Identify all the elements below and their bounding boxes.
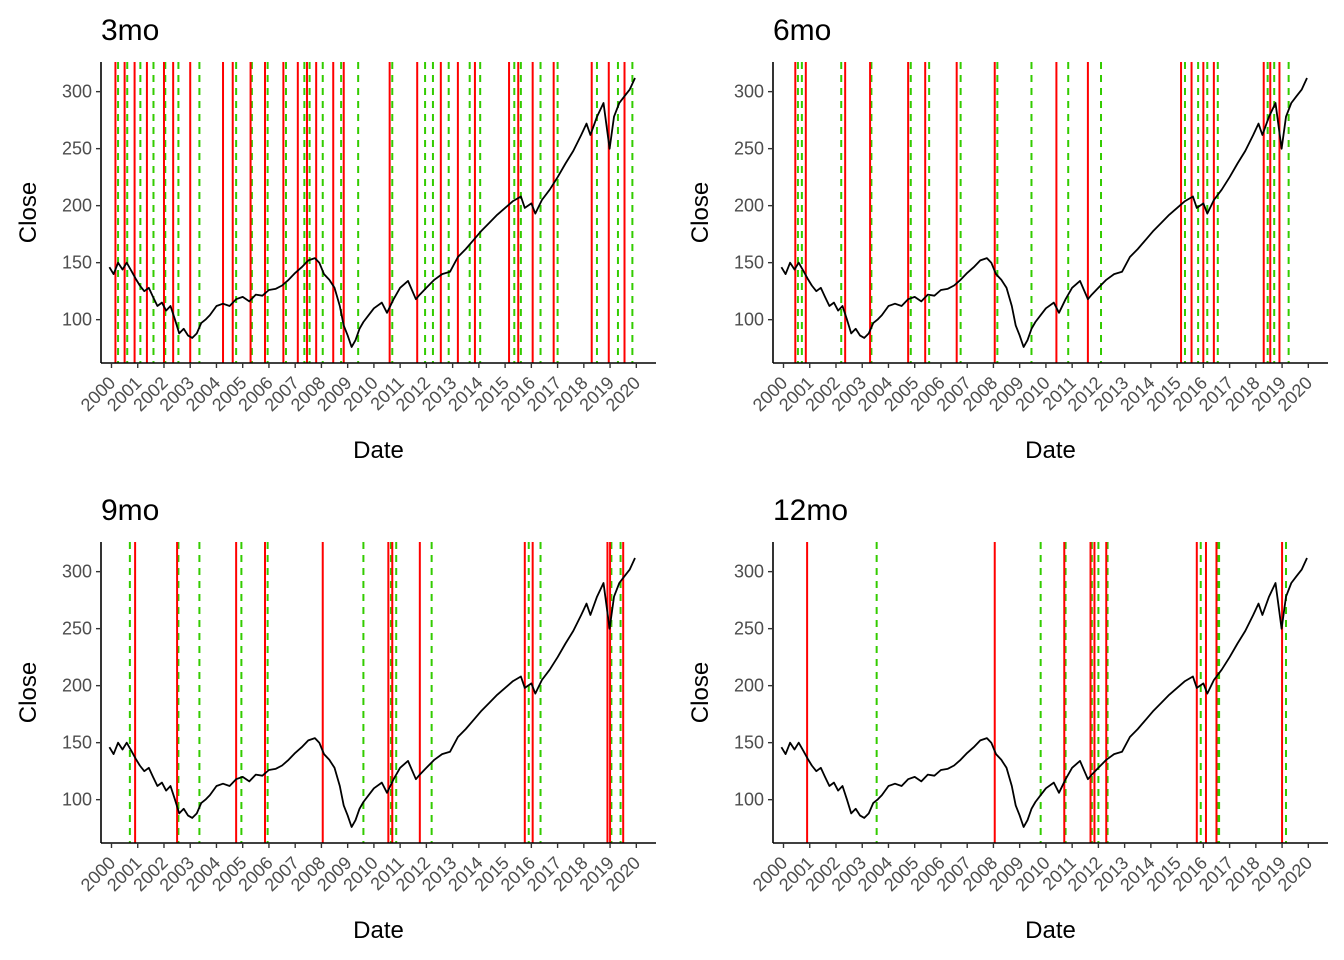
- y-tick-label: 200: [734, 676, 764, 696]
- y-tick-label: 200: [62, 196, 92, 216]
- panel-title: 12mo: [773, 494, 848, 527]
- red-solid-lines: [794, 62, 1281, 363]
- y-tick-label: 150: [62, 253, 92, 273]
- y-tick-label: 250: [62, 619, 92, 639]
- x-axis-title: Date: [1025, 437, 1076, 464]
- y-tick-label: 100: [734, 310, 764, 330]
- y-tick-label: 250: [734, 139, 764, 159]
- green-dashed-lines: [875, 542, 1288, 843]
- y-tick-label: 150: [734, 253, 764, 273]
- panel-title: 6mo: [773, 14, 831, 47]
- y-tick-label: 200: [62, 676, 92, 696]
- y-axis-title: Close: [687, 182, 714, 243]
- close-price-line: [780, 557, 1308, 828]
- green-dashed-lines: [128, 542, 622, 843]
- y-tick-label: 150: [62, 733, 92, 753]
- x-axis-title: Date: [1025, 917, 1076, 944]
- y-tick-label: 300: [734, 82, 764, 102]
- chart-panel-9mo: 9mo1001502002503002000200120022003200420…: [15, 494, 656, 944]
- y-tick-label: 100: [62, 310, 92, 330]
- red-solid-lines: [134, 542, 625, 843]
- y-axis-title: Close: [15, 182, 42, 243]
- y-axis-title: Close: [687, 662, 714, 723]
- y-tick-label: 300: [734, 562, 764, 582]
- x-axis-title: Date: [353, 437, 404, 464]
- y-tick-label: 250: [734, 619, 764, 639]
- y-tick-label: 150: [734, 733, 764, 753]
- close-price-line: [108, 557, 636, 828]
- panel-title: 9mo: [101, 494, 159, 527]
- close-price-line: [108, 77, 636, 348]
- green-dashed-lines: [796, 62, 1290, 363]
- green-dashed-lines: [117, 62, 634, 363]
- y-tick-label: 100: [62, 790, 92, 810]
- y-tick-label: 100: [734, 790, 764, 810]
- x-axis-title: Date: [353, 917, 404, 944]
- red-solid-lines: [806, 542, 1284, 843]
- y-tick-label: 300: [62, 82, 92, 102]
- y-axis-title: Close: [15, 662, 42, 723]
- y-tick-label: 200: [734, 196, 764, 216]
- red-solid-lines: [114, 62, 626, 363]
- close-price-line: [780, 77, 1308, 348]
- y-tick-label: 250: [62, 139, 92, 159]
- panel-title: 3mo: [101, 14, 159, 47]
- y-tick-label: 300: [62, 562, 92, 582]
- chart-panel-12mo: 12mo100150200250300200020012002200320042…: [687, 494, 1328, 944]
